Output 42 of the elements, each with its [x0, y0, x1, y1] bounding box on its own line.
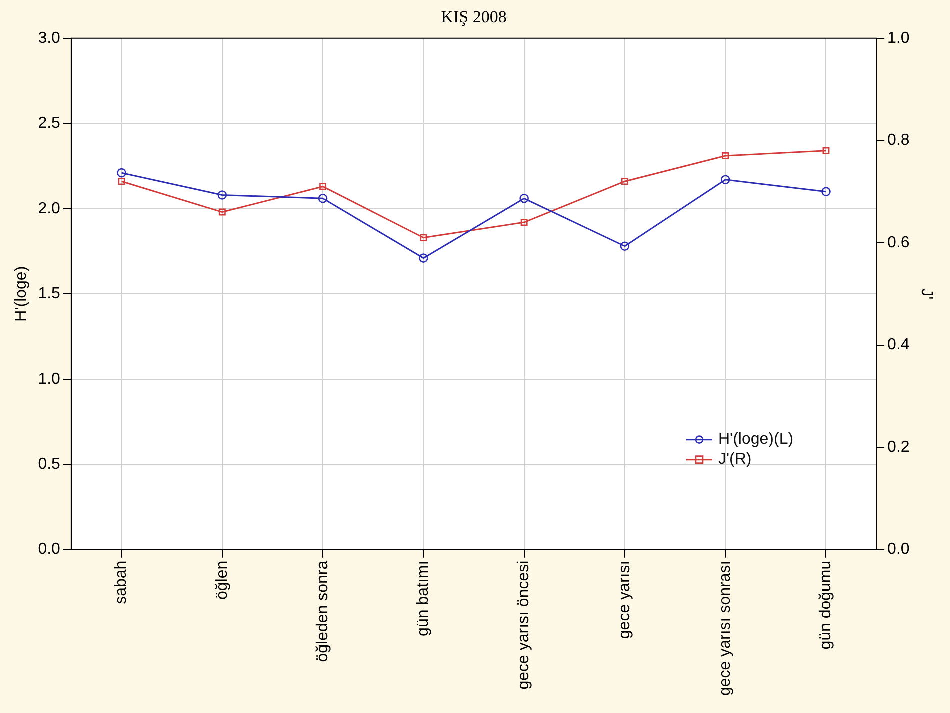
- y2-tick-label: 0.0: [888, 541, 910, 558]
- point: [720, 175, 730, 185]
- x-tick-label: sabah: [113, 560, 130, 604]
- point: [420, 234, 428, 242]
- y2-tick-label: 1.0: [888, 30, 910, 47]
- y-tick-label: 3.0: [38, 30, 61, 47]
- y2-tick-label: 0.6: [888, 234, 910, 252]
- legend-label: J'(R): [718, 451, 752, 468]
- y2-tick-label: 0.8: [888, 132, 910, 150]
- y-tick-label: 1.5: [38, 286, 61, 303]
- point: [320, 183, 327, 190]
- x-tick-label: gün batımı: [415, 560, 432, 636]
- y-tick-label: 2.5: [38, 115, 61, 132]
- point: [520, 219, 528, 226]
- x-tick-label: gece yarısı öncesi: [516, 560, 533, 690]
- point: [822, 147, 830, 154]
- x-tick-label: öğleden sonra: [314, 560, 332, 662]
- point: [822, 187, 831, 196]
- point: [621, 178, 628, 186]
- point: [118, 178, 126, 186]
- y-tick-label: 2.0: [38, 200, 61, 218]
- y2-tick-label: 0.4: [888, 336, 910, 354]
- x-tick-label: gece yarısı: [616, 560, 634, 640]
- x-tick-label: gece yarısı sonrası: [717, 560, 734, 696]
- point: [419, 254, 428, 263]
- y-tick-label: 0.0: [38, 541, 61, 558]
- y2-axis-title: J': [918, 288, 935, 300]
- y2-tick-label: 0.2: [888, 438, 910, 456]
- point: [218, 208, 226, 216]
- y-tick-label: 0.5: [38, 456, 61, 473]
- x-tick-label: öğlen: [214, 560, 231, 600]
- y-axis-title: H'(loge): [13, 266, 30, 322]
- point: [620, 242, 630, 252]
- y-tick-label: 1.0: [38, 370, 61, 388]
- point: [520, 194, 529, 204]
- point: [218, 190, 228, 200]
- legend-label: H'(loge)(L): [718, 431, 794, 448]
- x-tick-label: gün doğumu: [818, 560, 835, 650]
- point: [318, 194, 328, 204]
- chart-title: KIŞ 2008: [441, 8, 507, 27]
- point: [117, 168, 126, 178]
- point: [722, 152, 730, 160]
